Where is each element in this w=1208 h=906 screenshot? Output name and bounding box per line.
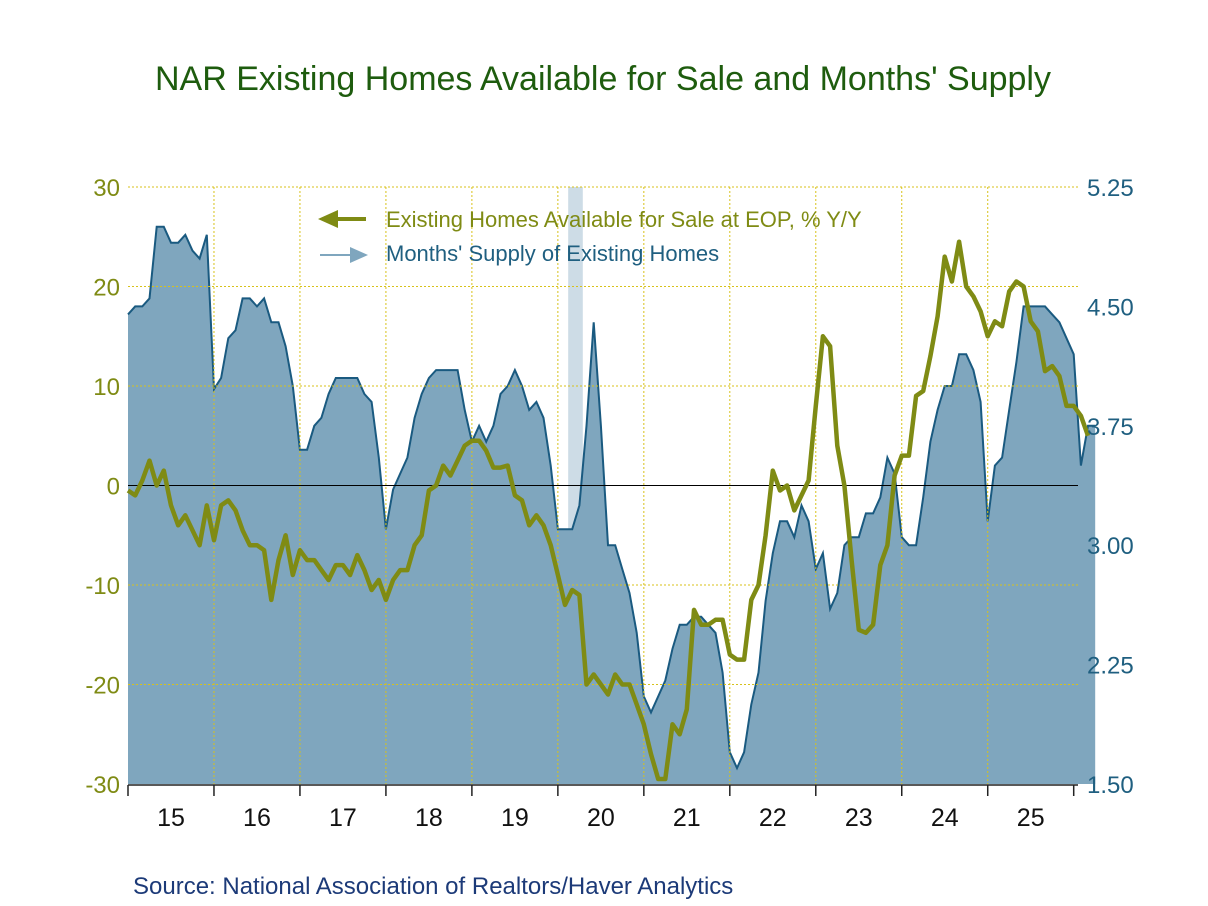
x-tick-label: 21 bbox=[673, 804, 701, 832]
left-tick-label: 30 bbox=[93, 175, 120, 202]
inventory-line-layer bbox=[126, 239, 1091, 782]
right-axis-ticks: 5.25 4.50 3.75 3.00 2.25 1.50 bbox=[1087, 175, 1134, 799]
legend-supply-arrow-icon bbox=[350, 247, 368, 263]
left-tick-label: -20 bbox=[85, 673, 120, 700]
source-note: Source: National Association of Realtors… bbox=[133, 873, 733, 900]
inventory-series-line bbox=[126, 239, 1091, 782]
x-axis bbox=[127, 784, 1078, 796]
x-tick-label: 15 bbox=[157, 804, 185, 832]
supply-area bbox=[128, 226, 1096, 785]
x-tick-label: 25 bbox=[1017, 804, 1045, 832]
legend-inventory-label: Existing Homes Available for Sale at EOP… bbox=[386, 207, 862, 232]
right-tick-label: 5.25 bbox=[1087, 175, 1134, 202]
x-axis-ticks: 15 16 17 18 19 20 21 22 23 24 25 bbox=[157, 804, 1045, 832]
x-tick-label: 20 bbox=[587, 804, 615, 832]
supply-series-line bbox=[127, 225, 1096, 771]
right-tick-label: 1.50 bbox=[1087, 772, 1134, 799]
legend-supply-label: Months' Supply of Existing Homes bbox=[386, 241, 719, 266]
left-tick-label: 10 bbox=[93, 374, 120, 401]
right-tick-label: 2.25 bbox=[1087, 653, 1134, 680]
gridlines bbox=[128, 186, 1078, 784]
legend-inventory-arrow-icon bbox=[318, 210, 338, 228]
right-tick-label: 4.50 bbox=[1087, 294, 1134, 321]
chart-title: NAR Existing Homes Available for Sale an… bbox=[155, 60, 1051, 98]
right-tick-label: 3.00 bbox=[1087, 533, 1134, 560]
left-tick-label: 20 bbox=[93, 275, 120, 302]
left-tick-label: 0 bbox=[107, 474, 120, 501]
x-tick-label: 16 bbox=[243, 804, 271, 832]
x-tick-label: 24 bbox=[931, 804, 959, 832]
x-tick-label: 22 bbox=[759, 804, 787, 832]
left-tick-label: -10 bbox=[85, 573, 120, 600]
x-tick-label: 23 bbox=[845, 804, 873, 832]
x-tick-label: 19 bbox=[501, 804, 529, 832]
x-tick-label: 17 bbox=[329, 804, 357, 832]
supply-area-layer bbox=[127, 225, 1096, 785]
right-tick-label: 3.75 bbox=[1087, 414, 1134, 441]
left-tick-label: -30 bbox=[85, 772, 120, 799]
x-tick-label: 18 bbox=[415, 804, 443, 832]
legend: Existing Homes Available for Sale at EOP… bbox=[318, 207, 862, 266]
left-axis-ticks: 30 20 10 0 -10 -20 -30 bbox=[85, 175, 120, 799]
